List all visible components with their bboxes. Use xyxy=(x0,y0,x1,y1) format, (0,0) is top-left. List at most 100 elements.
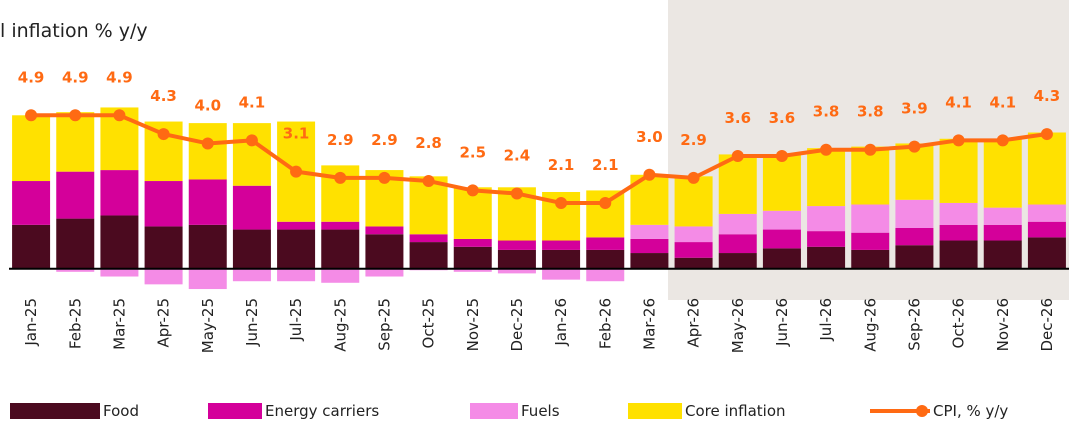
x-tick-label: Oct-25 xyxy=(420,298,438,348)
bar-segment xyxy=(56,218,95,269)
bar-segment xyxy=(983,207,1022,225)
bar-segment xyxy=(232,229,271,269)
bar-segment xyxy=(630,253,669,269)
legend-label: Fuels xyxy=(521,402,560,420)
data-label: 2.9 xyxy=(371,131,398,149)
bar-segment xyxy=(718,213,757,235)
bar-segment xyxy=(586,249,625,269)
cpi-point xyxy=(775,149,788,162)
bar-segment xyxy=(542,249,581,269)
cpi-point xyxy=(69,109,82,122)
cpi-point xyxy=(113,109,126,122)
bar-segment xyxy=(321,268,360,283)
bar-segment xyxy=(1027,237,1066,269)
cpi-point xyxy=(378,171,391,184)
bar-segment xyxy=(232,185,271,230)
cpi-point xyxy=(290,165,303,178)
legend-label: Core inflation xyxy=(685,402,786,420)
bar-segment xyxy=(983,138,1022,208)
bar-segment xyxy=(365,268,404,277)
data-label: 3.1 xyxy=(283,125,310,143)
bar-segment xyxy=(630,238,669,254)
legend-label: Energy carriers xyxy=(265,402,379,420)
bar-segment xyxy=(453,268,492,272)
data-label: 4.3 xyxy=(150,87,177,105)
legend-swatch xyxy=(470,403,518,419)
data-label: 4.9 xyxy=(18,68,45,86)
cpi-point xyxy=(25,109,38,122)
x-tick-label: Dec-26 xyxy=(1038,298,1056,352)
bar-segment xyxy=(144,268,183,285)
x-tick-label: Feb-26 xyxy=(596,298,614,349)
bar-segment xyxy=(188,224,227,269)
x-tick-label: Jan-25 xyxy=(22,298,40,347)
bar-segment xyxy=(12,224,51,269)
data-label: 2.9 xyxy=(327,131,354,149)
bar-segment xyxy=(56,171,95,219)
bar-segment xyxy=(277,229,316,269)
cpi-line xyxy=(31,113,1048,205)
data-label: 2.1 xyxy=(548,156,575,174)
bar-segment xyxy=(542,240,581,250)
x-tick-label: Oct-26 xyxy=(950,298,968,348)
cpi-point xyxy=(820,143,833,156)
bar-segment xyxy=(188,123,227,180)
data-label: 3.8 xyxy=(857,103,884,121)
bar-segment xyxy=(807,231,846,247)
x-tick-label: Nov-26 xyxy=(994,298,1012,351)
bar-segment xyxy=(12,181,51,225)
bar-segment xyxy=(365,234,404,269)
data-label: 2.8 xyxy=(415,134,442,152)
bar-segment xyxy=(100,215,139,269)
bar-segment xyxy=(56,112,95,172)
bar-segment xyxy=(232,268,271,282)
legend-label: Food xyxy=(103,402,139,420)
bar-segment xyxy=(851,249,890,269)
x-tick-label: Aug-26 xyxy=(861,298,879,352)
x-tick-label: Apr-25 xyxy=(155,298,173,348)
x-tick-label: Sep-25 xyxy=(375,298,393,351)
data-label: 4.1 xyxy=(239,93,266,111)
bar-segment xyxy=(586,268,625,282)
bar-segment xyxy=(762,210,801,230)
x-tick-label: Jul-26 xyxy=(817,298,835,342)
bar-segment xyxy=(277,221,316,230)
data-label: 2.9 xyxy=(680,131,707,149)
bar-segment xyxy=(409,234,448,243)
cpi-point xyxy=(731,149,744,162)
bar-segment xyxy=(895,227,934,246)
bar-segment xyxy=(321,221,360,230)
x-tick-label: Jan-26 xyxy=(552,298,570,347)
legend-label: CPI, % y/y xyxy=(933,402,1008,420)
cpi-point xyxy=(599,196,612,209)
data-label: 4.1 xyxy=(945,93,972,111)
cpi-point xyxy=(201,137,214,150)
x-tick-label: May-25 xyxy=(199,298,217,353)
data-label: 2.4 xyxy=(504,147,531,165)
bar-segment xyxy=(895,199,934,228)
bar-segment xyxy=(807,206,846,232)
bar-segment xyxy=(542,268,581,280)
cpi-point xyxy=(510,187,523,200)
bar-segment xyxy=(365,226,404,235)
x-tick-label: Jun-25 xyxy=(243,298,261,347)
legend-swatch xyxy=(10,403,100,419)
data-label: 4.0 xyxy=(194,96,221,114)
bar-segment xyxy=(453,246,492,269)
cpi-point xyxy=(643,168,656,181)
bar-segment xyxy=(939,202,978,225)
bar-segment xyxy=(983,240,1022,269)
data-label: 4.9 xyxy=(62,68,89,86)
bar-segment xyxy=(1027,221,1066,238)
bar-segment xyxy=(674,242,713,258)
x-tick-label: Mar-25 xyxy=(110,298,128,350)
data-label: 2.1 xyxy=(592,156,619,174)
data-label: 3.8 xyxy=(813,103,840,121)
bar-segment xyxy=(321,229,360,269)
x-tick-label: May-26 xyxy=(729,298,747,353)
bar-segment xyxy=(188,268,227,290)
bar-segment xyxy=(807,148,846,207)
data-label: 3.6 xyxy=(769,109,796,127)
bar-segment xyxy=(762,248,801,269)
